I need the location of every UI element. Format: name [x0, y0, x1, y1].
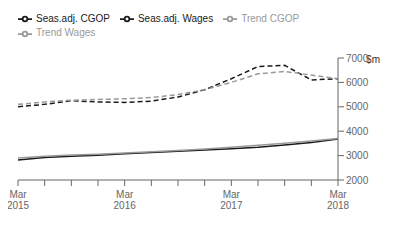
- svg-text:Mar2018: Mar2018: [327, 189, 350, 211]
- svg-text:5000: 5000: [346, 101, 369, 112]
- html-text:Seas.adj. Wages: Seas.adj. Wages: [137, 13, 214, 24]
- html-text:Trend CGOP: Trend CGOP: [241, 13, 300, 24]
- html-text:Seas.adj. CGOP: Seas.adj. CGOP: [36, 13, 110, 24]
- svg-text:Mar2017: Mar2017: [220, 189, 243, 211]
- svg-text:6000: 6000: [346, 77, 369, 88]
- svg-text:Mar2016: Mar2016: [114, 189, 137, 211]
- svg-text:7000: 7000: [346, 53, 369, 64]
- svg-text:3000: 3000: [346, 150, 369, 161]
- html-text:Trend Wages: Trend Wages: [36, 27, 96, 39]
- svg-text:4000: 4000: [346, 126, 369, 137]
- html-text:$m: $m: [366, 54, 380, 65]
- svg-text:2000: 2000: [346, 175, 369, 186]
- svg-text:Mar2015: Mar2015: [8, 189, 30, 211]
